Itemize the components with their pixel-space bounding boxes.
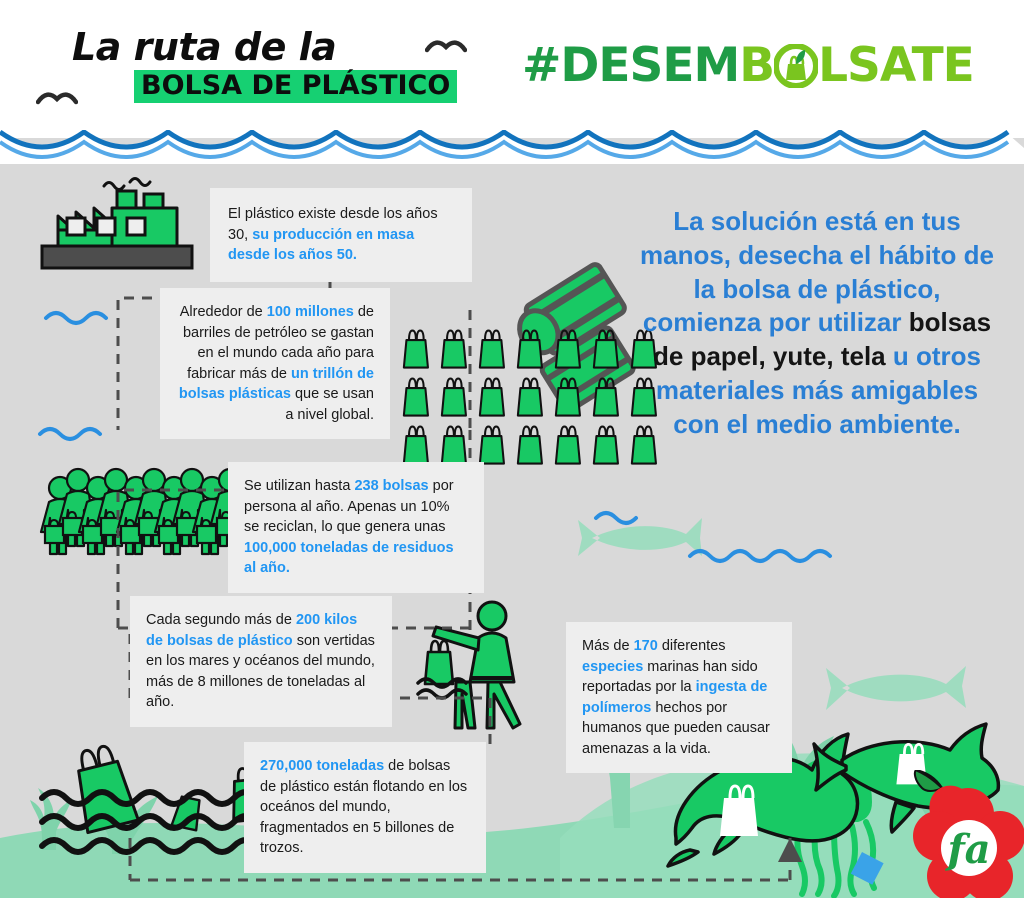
ingested-bag-icon <box>720 784 758 836</box>
header: La ruta de la BOLSA DE PLÁSTICO #DESEMB L… <box>0 0 1024 130</box>
text-run-1: de bolsas de plástico están flotando en … <box>260 758 468 857</box>
plastic-bag-icon <box>478 329 505 369</box>
box-bags-per-person: Se utilizan hasta 238 bolsas por persona… <box>228 462 484 593</box>
title-block: La ruta de la BOLSA DE PLÁSTICO <box>72 25 458 104</box>
page-title-highlight: BOLSA DE PLÁSTICO <box>134 70 458 104</box>
text-run-4: marinas han sido reportadas por la <box>582 658 758 696</box>
box-plastic-origin: El plástico existe desde los años 30, su… <box>210 188 472 282</box>
plastic-bag-icon <box>478 377 505 417</box>
plastic-bag-icon <box>516 377 543 417</box>
plastic-fragment-icon <box>850 852 884 885</box>
text-run-1: su producción en masa desde los años 50. <box>228 226 415 264</box>
bag-o-icon <box>773 43 820 89</box>
plastic-bag-icon <box>630 425 657 465</box>
text-run-1: bolsas de papel, yute, tela <box>653 307 992 372</box>
text-run-3: 100,000 toneladas de residuos al año. <box>244 539 454 577</box>
text-run-0: El plástico existe desde los años 30, <box>228 206 438 243</box>
hashtag-dark-part: #DESEM <box>522 38 740 93</box>
plastic-bag-icon <box>516 425 543 465</box>
text-run-2: diferentes <box>657 638 726 654</box>
plastic-bag-icon <box>440 377 467 417</box>
oil-barrel-icon <box>517 262 627 356</box>
plastic-bag-icon <box>516 329 543 369</box>
hashtag-light-part-b: B <box>739 38 775 93</box>
box-oil-barrels: Alrededor de 100 millones de barriles de… <box>160 288 390 440</box>
text-run-1: 238 bolsas <box>354 478 429 494</box>
solution-statement: La solución está en tus manos, desecha e… <box>636 205 998 442</box>
plastic-bag-icon <box>592 425 619 465</box>
fish-with-bag-icon <box>812 722 1001 834</box>
text-run-4: que se usan a nivel global. <box>285 386 374 423</box>
text-run-0: Más de <box>582 638 634 654</box>
plastic-bag-icon <box>402 329 429 369</box>
seagull-icon <box>425 40 467 53</box>
illustration-layer <box>38 177 1001 898</box>
plastic-bag-icon <box>630 329 657 369</box>
logo-petals <box>913 785 1024 898</box>
plastic-bag-icon <box>554 377 581 417</box>
text-run-0: Alrededor de <box>179 304 267 320</box>
plastic-bag-icon <box>630 377 657 417</box>
plastic-bag-icon <box>402 377 429 417</box>
plastic-bag-icon <box>592 329 619 369</box>
text-run-0: Se utilizan hasta <box>244 478 355 494</box>
campaign-hashtag: #DESEMB LSATE <box>522 38 975 93</box>
seagull-icon <box>36 92 78 105</box>
text-run-0: Cada segundo más de <box>146 612 296 628</box>
text-run-6: hechos por humanos que pueden causar ame… <box>582 699 770 757</box>
plastic-bag-icon <box>554 425 581 465</box>
logo-text: fa <box>944 826 990 873</box>
plastic-bag-icon <box>440 329 467 369</box>
text-run-3: especies <box>582 658 644 675</box>
background-fish-silhouettes <box>578 518 966 710</box>
text-run-3: un trillón de bolsas plásticas <box>178 365 374 403</box>
text-run-2: por persona al año. Apenas un 10% se rec… <box>244 478 454 536</box>
box-marine-species: Más de 170 diferentes especies marinas h… <box>566 622 792 774</box>
factory-icon <box>40 177 194 270</box>
box-floating-tons: 270,000 toneladas de bolsas de plástico … <box>244 742 486 873</box>
plastic-bag-icon <box>478 425 505 465</box>
box-kilos-per-second: Cada segundo más de 200 kilos de bolsas … <box>130 596 392 727</box>
page-title-line2: BOLSA DE PLÁSTICO <box>141 70 451 101</box>
text-run-2: de barriles de petróleo se gastan en el … <box>182 304 374 382</box>
plastic-bag-icon <box>440 425 467 465</box>
page-title-line1: La ruta de la <box>72 25 337 69</box>
text-run-1: 100 millones <box>266 304 354 320</box>
wave-border-top <box>0 128 1024 164</box>
text-run-2: u otros materiales más amigables con el … <box>655 341 981 439</box>
text-run-5: ingesta de polímeros <box>582 679 768 716</box>
hashtag-light-part-rest: LSATE <box>818 38 975 93</box>
fa-flower-logo[interactable]: fa <box>912 770 1024 898</box>
text-run-0: 270,000 toneladas <box>260 758 385 774</box>
text-run-1: 200 kilos de bolsas de plástico <box>146 612 358 649</box>
flow-arrow-dolphin <box>778 838 802 862</box>
text-run-2: son vertidas en los mares y océanos del … <box>146 632 375 711</box>
plastic-bag-icon <box>592 377 619 417</box>
blue-wave-decorations <box>38 311 832 563</box>
plastic-bag-grid <box>402 329 657 465</box>
text-run-0: La solución está en tus manos, desecha e… <box>640 206 994 338</box>
text-run-1: 170 <box>633 638 658 654</box>
people-crowd-icon <box>39 467 247 556</box>
plastic-bag-icon <box>554 329 581 369</box>
